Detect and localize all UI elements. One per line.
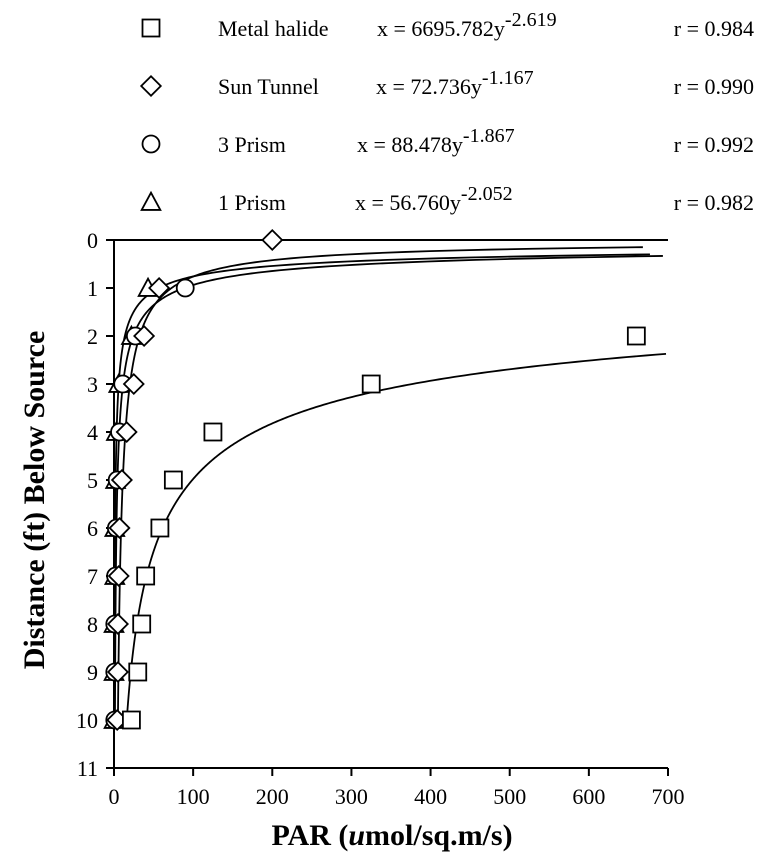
y-tick-label: 10 [76,708,98,733]
x-tick-label: 100 [177,784,210,809]
point-square [203,422,223,442]
y-tick-label: 1 [87,276,98,301]
point-diamond [106,660,130,684]
point-square [128,662,148,682]
y-tick-label: 9 [87,660,98,685]
y-tick-label: 5 [87,468,98,493]
legend: Metal halide x = 6695.782y-2.619 r = 0.984… [139,9,754,215]
x-tick-label: 600 [572,784,605,809]
axes: 0 100 200 300 400 500 600 700 0 1 2 3 4 5 6 7 8 9 10 11 [76,228,685,809]
point-diamond [110,468,133,492]
y-tick-label: 2 [87,324,98,349]
legend-marker-triangle [140,190,162,211]
data-points [103,228,646,732]
fit-curve-2 [117,246,643,721]
x-tick-label: 400 [414,784,447,809]
legend-equation: x = 72.736y-1.167 [376,67,534,99]
legend-r-value: r = 0.990 [674,74,754,99]
legend-entry: 1 Prism x = 56.760y-2.052 r = 0.982 [140,183,754,215]
legend-entry: Metal halide x = 6695.782y-2.619 r = 0.984 [141,9,754,41]
fit-curves [113,246,667,721]
legend-marker-circle [141,134,161,154]
point-diamond [106,612,130,636]
y-tick-label: 8 [87,612,98,637]
point-diamond [115,420,138,444]
y-tick-label: 4 [87,420,98,445]
point-diamond [107,564,130,588]
legend-equation: x = 6695.782y-2.619 [377,9,557,41]
point-square [150,518,170,538]
legend-series-name: 3 Prism [218,132,286,157]
legend-series-name: 1 Prism [218,190,286,215]
legend-equation: x = 88.478y-1.867 [357,125,515,157]
x-tick-label: 0 [109,784,120,809]
fit-curve-4 [113,253,650,720]
legend-r-value: r = 0.982 [674,190,754,215]
legend-series-name: Metal halide [218,16,329,41]
point-diamond [133,324,156,348]
x-tick-label: 500 [493,784,526,809]
legend-entry: 3 Prism x = 88.478y-1.867 r = 0.992 [141,125,754,157]
point-diamond [122,372,145,396]
point-diamond [148,276,171,300]
x-tick-label: 700 [652,784,685,809]
y-tick-label: 6 [87,516,98,541]
legend-r-value: r = 0.984 [674,16,754,41]
legend-equation: x = 56.760y-2.052 [355,183,513,215]
y-tick-label: 3 [87,372,98,397]
y-tick-label: 7 [87,564,98,589]
point-circle [175,278,195,298]
y-axis-title: Distance (ft) Below Source [18,331,51,670]
legend-entry: Sun Tunnel x = 72.736y-1.167 r = 0.990 [139,67,754,99]
y-tick-label: 0 [87,228,98,253]
point-square [132,614,152,634]
point-square [122,710,141,730]
x-tick-label: 300 [335,784,368,809]
fit-curve-3 [114,255,663,720]
legend-marker-diamond [139,74,163,98]
legend-r-value: r = 0.992 [674,132,754,157]
legend-marker-square [141,18,161,38]
legend-series-name: Sun Tunnel [218,74,319,99]
point-square [136,566,156,586]
point-square [163,470,183,490]
x-axis-title: PAR (umol/sq.m/s) [271,819,512,852]
point-diamond [108,516,131,540]
point-square [626,326,646,346]
fit-curve-1 [125,352,667,721]
y-tick-label: 11 [77,756,98,781]
x-tick-label: 200 [256,784,289,809]
point-diamond [261,228,284,252]
point-square [361,374,381,394]
